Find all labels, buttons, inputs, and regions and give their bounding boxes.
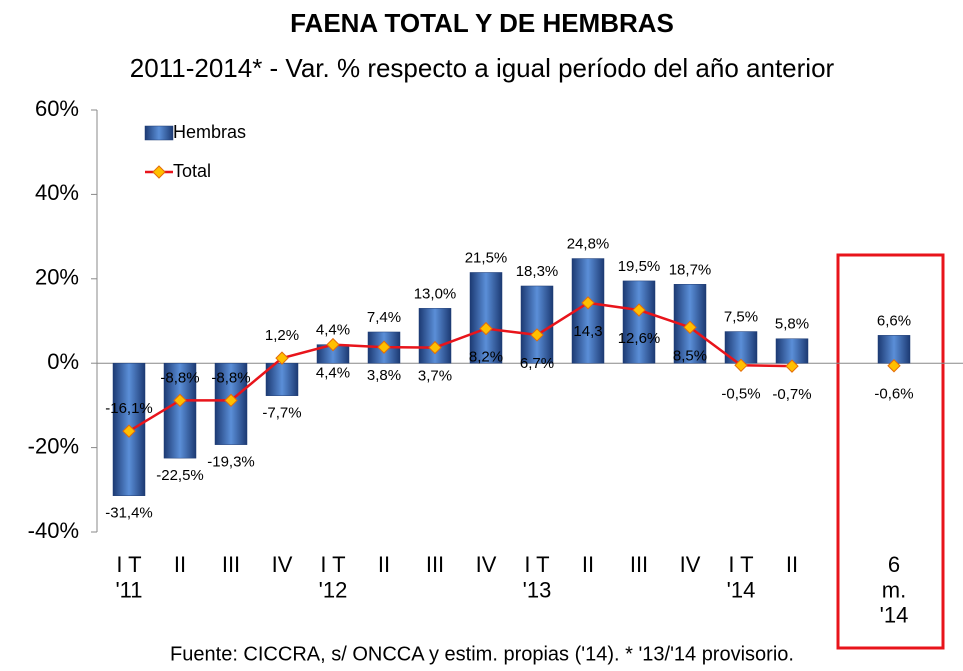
line-value-label: 12,6%	[618, 330, 661, 347]
line-value-label: 8,2%	[469, 349, 503, 366]
x-tick-label: II	[582, 552, 594, 577]
bar	[622, 280, 656, 364]
bar-value-label: -7,7%	[262, 405, 301, 422]
total-marker	[887, 359, 901, 373]
total-marker	[224, 393, 238, 408]
bar-value-label: 6,6%	[877, 312, 911, 329]
x-tick-label: I T '14	[727, 552, 756, 602]
y-tick-label: 20%	[35, 265, 79, 290]
legend-label: Hembras	[173, 122, 246, 142]
total-marker	[122, 424, 136, 438]
legend-label: Total	[173, 161, 211, 181]
total-marker	[479, 321, 493, 336]
x-tick-label: I T '11	[115, 552, 142, 602]
line-value-label: 4,4%	[316, 365, 350, 382]
total-marker	[581, 296, 595, 310]
line-value-label: -8,8%	[160, 369, 199, 386]
line-value-label: -0,7%	[772, 386, 811, 403]
x-tick-label: III	[630, 552, 648, 577]
bar	[775, 338, 809, 364]
x-tick-label: II	[786, 552, 798, 577]
total-marker	[785, 359, 799, 373]
total-marker	[530, 328, 544, 342]
line-value-label: 8,5%	[673, 347, 707, 364]
y-tick-label: -40%	[28, 518, 79, 543]
total-marker	[275, 351, 289, 365]
line-value-label: -0,6%	[874, 386, 913, 403]
total-marker	[632, 303, 646, 317]
total-marker	[428, 340, 442, 355]
x-tick-label: IV	[476, 552, 497, 577]
line-value-label: 6,7%	[520, 355, 554, 372]
bar	[520, 285, 554, 364]
bar-value-label: 4,4%	[316, 322, 350, 339]
bar-value-label: 21,5%	[465, 249, 508, 266]
total-marker	[173, 393, 187, 408]
total-marker	[683, 320, 697, 335]
x-tick-label: I T '13	[523, 552, 552, 602]
bar	[163, 362, 197, 459]
line-value-label: 3,7%	[418, 368, 452, 385]
line-value-label: -16,1%	[105, 400, 153, 417]
bar-value-label: 5,8%	[775, 316, 809, 333]
source-note: Fuente: CICCRA, s/ ONCCA y estim. propia…	[170, 643, 794, 665]
line-value-label: 3,8%	[367, 367, 401, 384]
legend-marker	[152, 165, 166, 179]
line-value-label: -0,5%	[721, 385, 760, 402]
line-value-label: -8,8%	[211, 369, 250, 386]
x-tick-label: II	[378, 552, 390, 577]
bar-value-label: 19,5%	[618, 258, 661, 275]
x-tick-label: I T '12	[319, 552, 348, 602]
chart-subtitle: 2011-2014* - Var. % respecto a igual per…	[130, 53, 835, 83]
bar-value-label: -22,5%	[156, 467, 204, 484]
y-tick-label: 40%	[35, 180, 79, 205]
bar-value-label: -31,4%	[105, 505, 153, 522]
x-tick-label: III	[426, 552, 444, 577]
bar	[877, 335, 911, 364]
bar-value-label: -19,3%	[207, 454, 255, 471]
y-tick-label: 60%	[35, 96, 79, 121]
bar	[418, 308, 452, 364]
x-tick-label: II	[174, 552, 186, 577]
bar-value-label: 18,7%	[669, 261, 712, 278]
bar-value-label: 13,0%	[414, 285, 457, 302]
bar-value-label: 18,3%	[516, 263, 559, 280]
total-marker	[377, 340, 391, 354]
bar-value-label: 7,4%	[367, 309, 401, 326]
bar	[469, 272, 503, 364]
chart-title: FAENA TOTAL Y DE HEMBRAS	[290, 8, 674, 38]
total-marker	[326, 337, 340, 352]
x-tick-label: III	[222, 552, 240, 577]
x-tick-label: 6 m. '14	[880, 552, 909, 628]
legend-swatch	[144, 125, 174, 141]
line-value-label: 14,3	[573, 323, 602, 340]
x-tick-label: IV	[272, 552, 293, 577]
highlight-box	[836, 253, 945, 650]
total-marker	[734, 358, 748, 373]
bar-value-label: 24,8%	[567, 236, 610, 253]
x-tick-label: IV	[680, 552, 701, 577]
y-tick-label: 0%	[47, 349, 79, 374]
bar-value-label: 7,5%	[724, 309, 758, 326]
y-tick-label: -20%	[28, 433, 79, 458]
line-value-label: 1,2%	[265, 327, 299, 344]
